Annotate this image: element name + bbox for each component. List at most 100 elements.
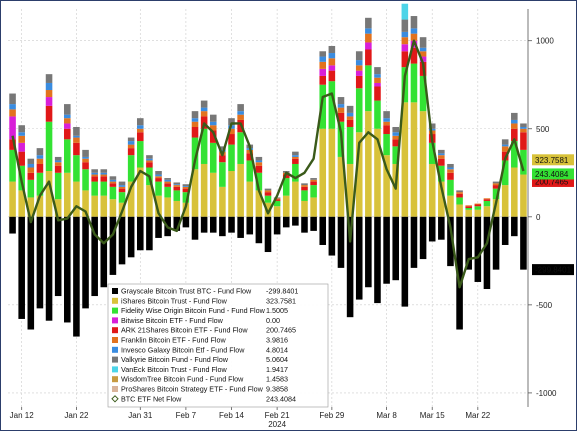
bar-segment <box>27 158 35 164</box>
bar-segment <box>146 185 153 217</box>
legend-value: -299.8401 <box>266 287 298 296</box>
bar-segment <box>520 126 527 129</box>
bar-gbtc <box>328 216 336 256</box>
bar-gbtc <box>483 216 491 290</box>
legend-swatch <box>112 376 118 383</box>
bar-segment <box>228 171 235 217</box>
bar-segment <box>264 188 272 191</box>
bar-segment <box>355 70 363 76</box>
value-tag-box <box>532 154 574 166</box>
bar-segment <box>392 146 400 164</box>
bar-gbtc <box>319 216 327 245</box>
bar-gbtc <box>45 216 53 321</box>
bar-segment <box>328 65 336 71</box>
bar-segment <box>328 128 336 217</box>
bar-gbtc <box>282 216 290 228</box>
bar-segment <box>54 172 62 200</box>
bar-segment <box>365 33 372 43</box>
bar-segment <box>182 202 190 217</box>
bar-segment <box>73 137 80 143</box>
bar-gbtc <box>301 216 308 233</box>
bar-segment <box>155 181 162 196</box>
bar-segment <box>438 155 445 159</box>
bar-segment <box>447 169 454 173</box>
bar-segment <box>118 185 126 187</box>
bar-segment <box>64 128 71 140</box>
legend-swatch <box>112 297 118 304</box>
bar-segment <box>100 195 108 217</box>
bar-segment <box>18 125 25 133</box>
bar-segment <box>310 181 317 186</box>
bar-segment <box>100 181 108 196</box>
bar-segment <box>200 111 208 117</box>
bar-segment <box>100 176 108 182</box>
bar-segment <box>456 190 463 193</box>
bar-segment <box>219 146 226 150</box>
x-year-label: 2024 <box>268 420 286 429</box>
bar-segment <box>428 163 436 217</box>
bar-gbtc <box>465 216 472 270</box>
bar-gbtc <box>520 216 527 270</box>
bar-gbtc <box>255 216 263 244</box>
bar-segment <box>136 141 144 168</box>
bar-gbtc <box>228 216 235 233</box>
bar-segment <box>337 112 345 122</box>
bar-segment <box>383 121 390 126</box>
bar-segment <box>228 144 235 172</box>
bar-segment <box>392 126 400 133</box>
bar-segment <box>64 139 71 173</box>
bar-gbtc <box>36 216 44 309</box>
bar-segment <box>273 200 281 207</box>
bar-gbtc <box>209 216 217 233</box>
bar-segment <box>155 176 162 179</box>
bar-segment <box>246 153 254 161</box>
bar-segment <box>492 181 500 184</box>
bar-segment <box>401 102 409 217</box>
legend-swatch <box>112 327 118 334</box>
bar-segment <box>182 192 190 203</box>
bar-gbtc <box>219 216 226 237</box>
x-tick-label: Feb 7 <box>176 411 197 420</box>
bar-segment <box>9 109 16 117</box>
bar-segment <box>374 100 381 129</box>
bar-segment <box>82 156 89 159</box>
bar-segment <box>292 156 299 159</box>
bar-segment <box>64 104 71 115</box>
bar-series <box>9 3 527 337</box>
bar-segment <box>346 116 354 120</box>
legend-swatch <box>111 395 119 403</box>
bar-segment <box>419 75 427 112</box>
bar-segment <box>501 185 509 217</box>
bar-segment <box>264 202 272 217</box>
bar-segment <box>82 149 89 157</box>
bar-segment <box>383 118 390 122</box>
bar-segment <box>401 37 409 45</box>
bar-segment <box>54 156 62 161</box>
bar-segment <box>36 163 44 173</box>
bar-segment <box>328 53 336 59</box>
bar-segment <box>282 178 290 196</box>
legend-value: 323.7581 <box>266 296 296 305</box>
bar-segment <box>483 199 491 201</box>
legend-label: ProShares Bitcoin Strategy ETF - Fund Fl… <box>121 385 264 394</box>
bar-segment <box>492 185 500 189</box>
bar-segment <box>127 137 135 142</box>
bar-segment <box>511 128 518 142</box>
bar-segment <box>82 190 89 217</box>
bar-segment <box>173 182 181 185</box>
bar-segment <box>91 181 98 196</box>
bar-segment <box>209 130 217 143</box>
bar-gbtc <box>501 216 509 245</box>
x-tick-label: Jan 31 <box>128 411 153 420</box>
bar-segment <box>118 188 126 193</box>
bar-gbtc <box>474 216 482 282</box>
legend-value: 1.4583 <box>266 375 288 384</box>
y-tick-label: 0 <box>536 213 541 222</box>
bar-gbtc <box>9 216 16 234</box>
bar-segment <box>9 104 16 110</box>
bar-segment <box>18 135 25 143</box>
bar-gbtc <box>438 216 445 240</box>
bar-segment <box>374 74 381 78</box>
right-value-tags: 200.7465 323.7581 243.4084 -299.8401 <box>532 154 574 276</box>
bar-gbtc <box>118 216 126 265</box>
